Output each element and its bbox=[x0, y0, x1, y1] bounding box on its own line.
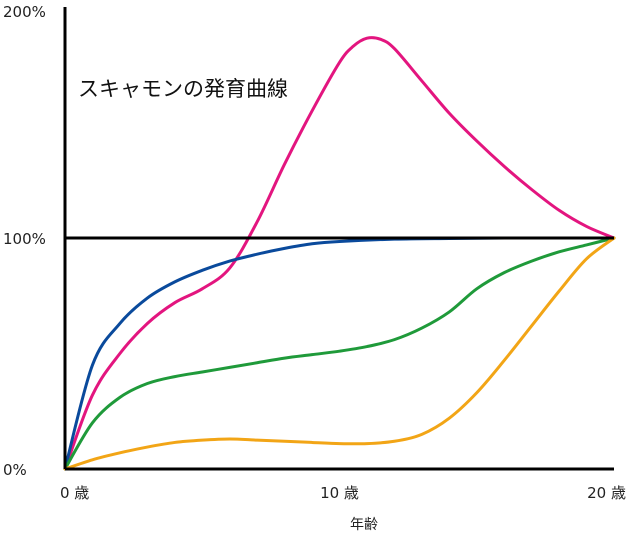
x-tick-label: 10 歳 bbox=[320, 484, 359, 502]
x-tick-label: 0 歳 bbox=[60, 484, 89, 502]
series-line-2 bbox=[63, 236, 616, 471]
chart-title: スキャモンの発育曲線 bbox=[78, 77, 288, 101]
series-layer bbox=[63, 36, 616, 471]
x-tick-label: 20 歳 bbox=[587, 484, 626, 502]
y-tick-label: 200% bbox=[3, 3, 46, 21]
x-axis-label: 年齢 bbox=[350, 517, 378, 533]
x-tick-labels: 0 歳 10 歳 20 歳 bbox=[60, 484, 626, 502]
y-tick-label: 0% bbox=[3, 461, 27, 479]
series-line-3 bbox=[63, 236, 616, 471]
y-tick-labels: 0% 100% 200% bbox=[3, 3, 46, 479]
series-line-1 bbox=[63, 36, 616, 471]
y-tick-label: 100% bbox=[3, 230, 46, 248]
series-line-4 bbox=[63, 236, 616, 471]
